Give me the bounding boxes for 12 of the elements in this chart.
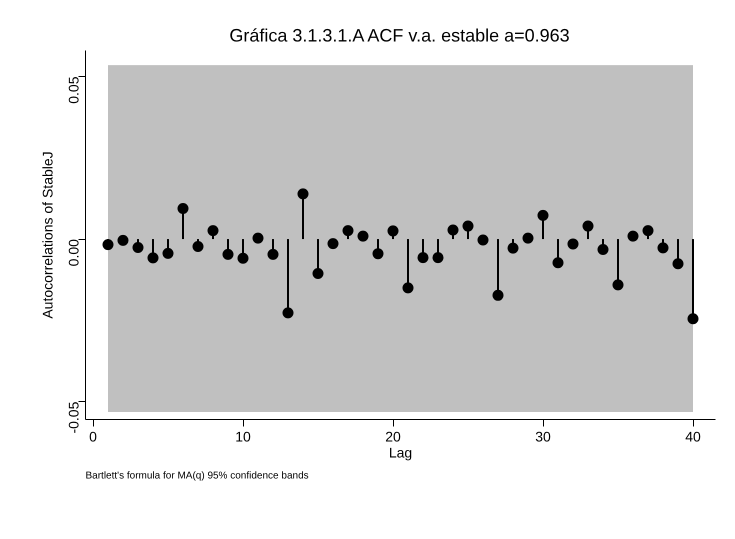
x-tick-label: 20	[385, 428, 401, 444]
y-axis-title: Autocorrelations of StableJ	[40, 151, 56, 319]
y-tick-label: 0.05	[66, 76, 82, 104]
y-tick-label: -0.05	[66, 401, 82, 434]
x-tick-label: 0	[89, 428, 98, 444]
x-axis-title: Lag	[388, 444, 412, 460]
x-tick-label: 40	[685, 428, 701, 444]
x-tick-label: 10	[235, 428, 251, 444]
chart-title: Gráfica 3.1.3.1.A ACF v.a. estable a=0.963	[229, 26, 570, 46]
x-tick-label: 30	[535, 428, 551, 444]
y-tick-label: 0.00	[66, 238, 82, 266]
text: Bartlett's formula for MA(q) 95% confidence bands	[86, 470, 309, 482]
